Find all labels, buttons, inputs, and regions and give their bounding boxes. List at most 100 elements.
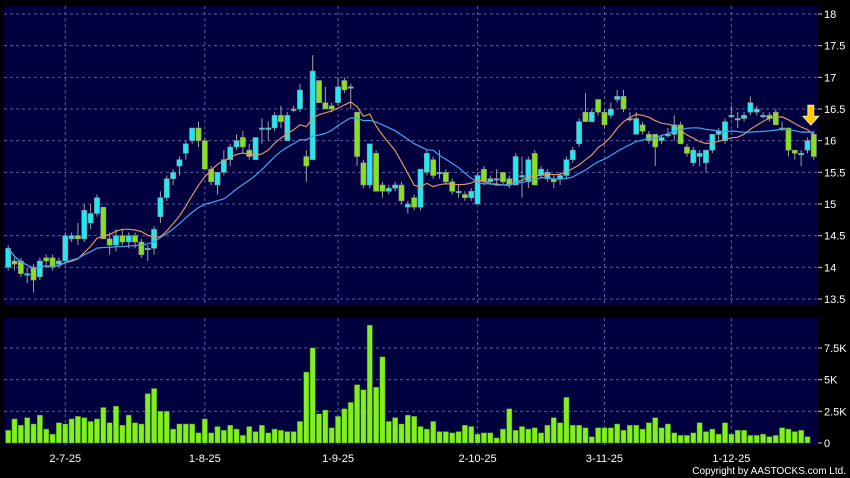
candle-body xyxy=(741,115,747,119)
candle-body xyxy=(392,184,399,189)
candle xyxy=(633,112,640,135)
volume-bar xyxy=(525,428,532,444)
candle-body xyxy=(81,210,88,240)
candle-body xyxy=(633,118,640,135)
volume-bar xyxy=(563,397,570,444)
candle-body xyxy=(468,191,475,198)
candle xyxy=(810,131,817,160)
volume-bar xyxy=(512,430,519,444)
volume-bar xyxy=(37,414,43,444)
ma-20-line xyxy=(7,117,814,269)
volume-bar xyxy=(791,431,798,444)
candle-body xyxy=(423,153,430,173)
volume-bar xyxy=(303,371,310,444)
candle-body xyxy=(252,137,259,160)
candle-body xyxy=(119,235,126,243)
candle xyxy=(684,143,690,157)
candle-body xyxy=(645,134,652,141)
candle xyxy=(620,90,627,113)
candle xyxy=(297,83,303,113)
candle-body xyxy=(195,127,202,141)
candle-body xyxy=(239,137,246,148)
candle-body xyxy=(354,111,360,157)
volume-bar xyxy=(620,430,627,444)
candle-body xyxy=(620,96,627,110)
volume-bar xyxy=(119,425,126,444)
volume-bar xyxy=(747,435,754,444)
volume-bar xyxy=(709,428,716,444)
candle xyxy=(11,257,18,271)
candle xyxy=(189,127,196,144)
volume-bar xyxy=(385,421,392,444)
candle xyxy=(170,169,177,185)
candle-body xyxy=(525,159,532,183)
candle xyxy=(696,150,703,166)
candle-body xyxy=(106,238,113,246)
candle xyxy=(30,264,37,293)
volume-bar xyxy=(49,433,56,444)
candle-body xyxy=(49,257,56,268)
volume-bar xyxy=(506,408,513,444)
volume-bar xyxy=(157,411,164,444)
volume-tick-label: 5K xyxy=(824,375,838,387)
volume-bar xyxy=(671,432,678,444)
candle xyxy=(512,153,519,186)
candle-body xyxy=(170,172,177,179)
candle-body xyxy=(462,194,468,198)
candle-body xyxy=(303,156,310,167)
candle-body xyxy=(271,115,278,129)
candle xyxy=(519,156,525,198)
candle xyxy=(157,191,164,223)
volume-bar xyxy=(144,393,151,444)
candle xyxy=(17,257,24,277)
candle xyxy=(607,102,614,119)
volume-bar xyxy=(62,423,69,444)
volume-bar xyxy=(113,406,119,444)
candle-body xyxy=(455,191,462,194)
candle xyxy=(481,166,487,185)
date-tick-label: 2-7-25 xyxy=(49,453,81,465)
candle xyxy=(252,137,259,160)
candle-body xyxy=(259,127,265,130)
volume-bar xyxy=(474,433,481,444)
volume-bar xyxy=(652,417,659,444)
candle-body xyxy=(474,175,481,205)
candle-body xyxy=(163,178,170,198)
candle-body xyxy=(442,172,449,183)
candle xyxy=(144,245,151,261)
candle-body xyxy=(75,235,81,240)
candle-body xyxy=(284,115,291,141)
candle xyxy=(265,121,272,141)
volume-bar xyxy=(677,435,684,444)
volume-bar xyxy=(417,426,424,444)
candle-body xyxy=(487,178,494,183)
candle xyxy=(113,229,119,252)
candle xyxy=(354,111,360,166)
candle xyxy=(341,77,348,94)
candle-body xyxy=(430,159,437,176)
volume-bar xyxy=(354,384,360,444)
candle xyxy=(195,121,202,147)
candle xyxy=(62,232,69,265)
down-arrow-icon xyxy=(801,104,820,126)
candle-body xyxy=(233,140,240,148)
candle-body xyxy=(182,143,189,154)
candle xyxy=(398,181,405,204)
candle-body xyxy=(100,206,107,240)
candle xyxy=(49,254,56,271)
candle-body xyxy=(747,102,754,113)
candle-body xyxy=(404,203,411,208)
price-tick-label: 16.5 xyxy=(824,104,845,116)
candle xyxy=(373,150,380,192)
price-tick-label: 14 xyxy=(824,262,836,274)
candle xyxy=(804,137,811,154)
volume-bar xyxy=(322,409,329,444)
candle xyxy=(239,131,246,154)
volume-bar xyxy=(588,436,595,444)
candle-body xyxy=(144,248,151,251)
candle xyxy=(68,232,75,242)
volume-bar xyxy=(347,402,354,444)
volume-bar xyxy=(443,431,449,444)
volume-bar xyxy=(5,430,12,444)
candle xyxy=(201,137,208,170)
